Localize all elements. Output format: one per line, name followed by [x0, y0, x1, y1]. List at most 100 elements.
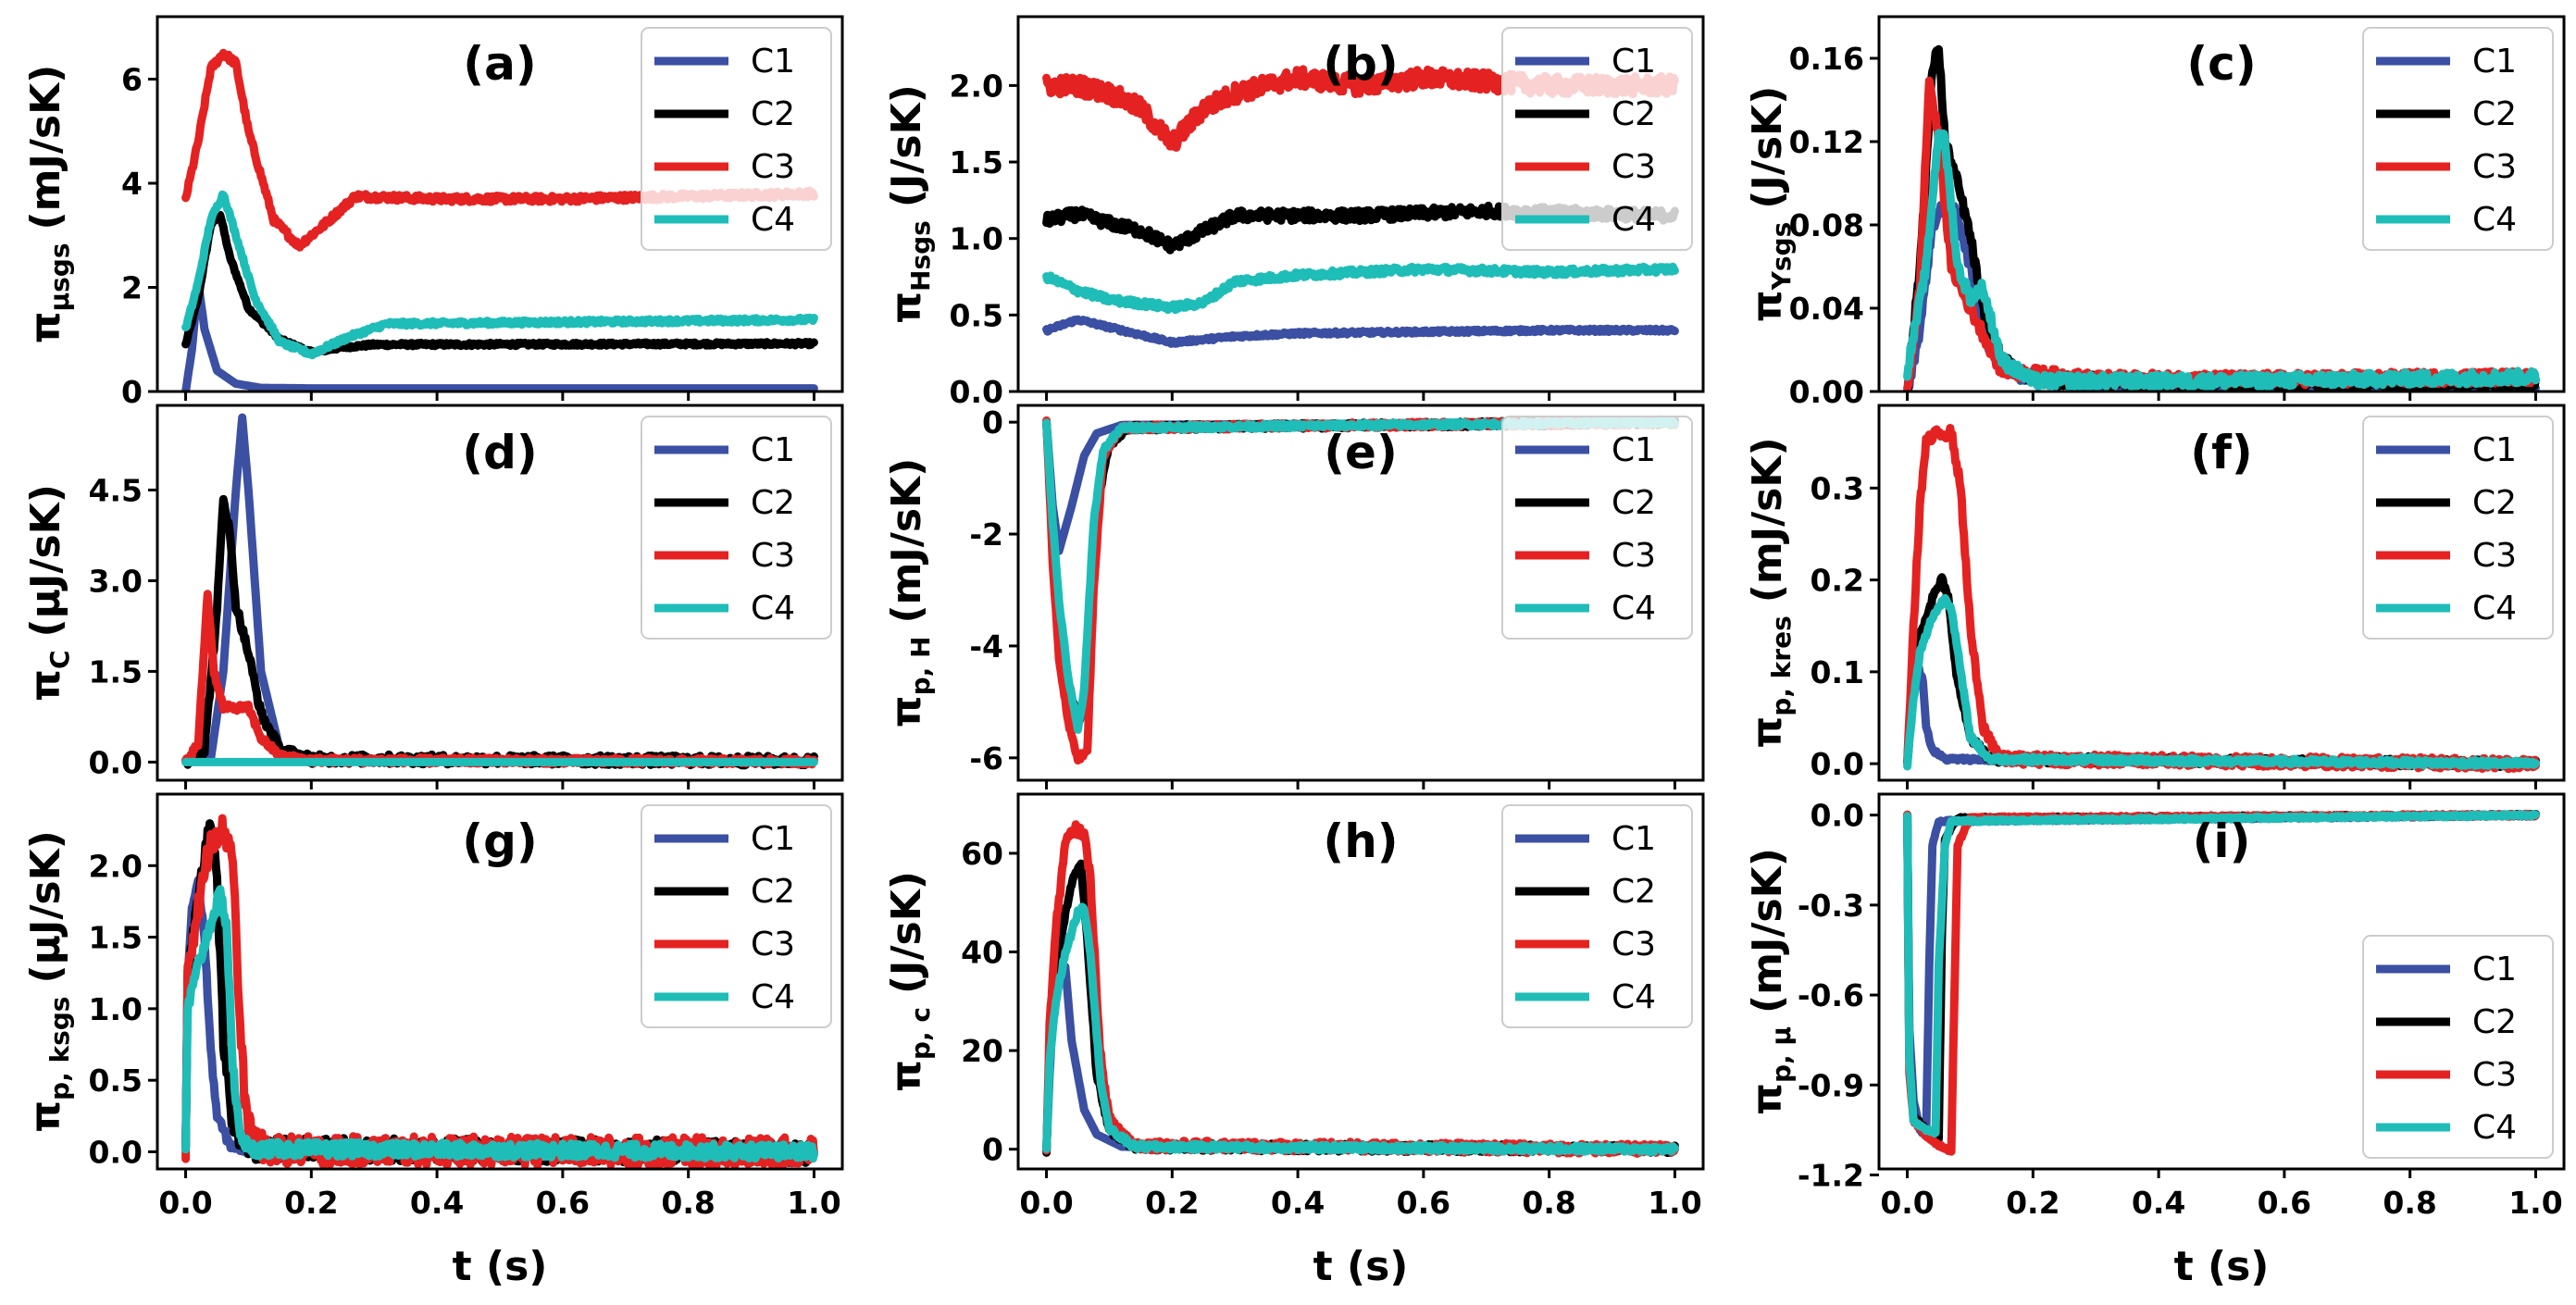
y-axis-label: πp, ksgs(μJ/sK): [22, 830, 75, 1133]
y-axis-label: πp, c(J/sK): [883, 871, 936, 1092]
legend-label-c1: C1: [2472, 43, 2517, 81]
panel-label: (g): [462, 814, 538, 868]
legend-box: [2362, 27, 2554, 251]
y-tick-label: 1.5: [89, 653, 143, 690]
y-axis-label: πHsgs(J/sK): [883, 84, 936, 324]
legend-label-c4: C4: [1612, 590, 1656, 628]
legend-label-c3: C3: [751, 148, 795, 186]
legend-label-c4: C4: [2472, 201, 2517, 239]
panel-e: -6 -4 -2 0 πp, H(mJ/sK) (e) C1 C2 C3 C4: [883, 404, 1705, 789]
x-axis-label: t (s): [2174, 1243, 2270, 1290]
y-tick-label: 20: [961, 1033, 1003, 1069]
y-tick-label: 0.00: [1789, 374, 1864, 410]
legend: C1 C2 C3 C4: [1501, 416, 1693, 640]
y-tick-label: 1.5: [950, 144, 1003, 180]
series-line-c4: [1042, 902, 1679, 1157]
panel-h: 0.0 0.2 0.4 0.6 0.8 1.0 0 20 40 60 t (s) πp, c(J/sK…: [883, 792, 1705, 1290]
legend-label-c2: C2: [2472, 95, 2517, 133]
legend-label-c1: C1: [751, 431, 795, 469]
legend-label-c3: C3: [751, 537, 795, 575]
legend-label-c2: C2: [751, 873, 795, 911]
legend-label-c4: C4: [751, 978, 795, 1016]
legend-label-c4: C4: [1612, 978, 1656, 1016]
legend-label-c4: C4: [1612, 201, 1656, 239]
x-tick-label: 0.6: [1397, 1185, 1450, 1221]
y-tick-label: 0.12: [1789, 124, 1864, 160]
series-group: [1903, 809, 2540, 1156]
legend-label-c4: C4: [2472, 1109, 2517, 1147]
legend-label-c1: C1: [1612, 43, 1656, 81]
x-tick-label: 1.0: [1648, 1185, 1701, 1221]
legend-label-c4: C4: [2472, 590, 2517, 628]
y-tick-label: 1.5: [89, 920, 143, 956]
y-axis-label: πμsgs(mJ/sK): [22, 65, 75, 344]
series-group: [181, 413, 818, 770]
panel-a: 0 2 4 6 πμsgs(mJ/sK) (a) C1 C2 C3 C4: [22, 15, 844, 410]
series-group: [1903, 44, 2540, 392]
panel-label: (d): [462, 426, 538, 479]
legend-label-c2: C2: [751, 484, 795, 522]
panel-label: (i): [2193, 814, 2251, 868]
series-line-c1: [1042, 315, 1679, 348]
y-tick-label: 0.3: [1811, 470, 1864, 506]
legend-box: [641, 416, 832, 640]
legend-label-c3: C3: [1612, 537, 1656, 575]
y-tick-label: 60: [961, 836, 1003, 872]
x-tick-label: 0.6: [2258, 1185, 2311, 1221]
legend-label-c3: C3: [2472, 537, 2517, 575]
panel-label: (h): [1323, 814, 1398, 868]
series-line-c4: [181, 190, 818, 360]
x-axis-label: t (s): [453, 1243, 548, 1290]
legend-label-c3: C3: [1612, 148, 1656, 186]
y-tick-label: 0.0: [950, 374, 1003, 410]
series-line-c1: [181, 278, 818, 392]
legend-box: [2362, 935, 2554, 1159]
x-tick-label: 1.0: [2508, 1185, 2562, 1221]
panel-g: 0.0 0.2 0.4 0.6 0.8 1.0 0.0 0.5 1.0 1.5 2.0 t (s) πp…: [22, 792, 844, 1290]
axes-frame: [156, 404, 844, 782]
y-tick-label: -0.9: [1798, 1067, 1864, 1103]
x-tick-label: 0.8: [2383, 1185, 2436, 1221]
y-tick-label: 0.04: [1789, 291, 1864, 327]
x-tick-label: 0.0: [1019, 1185, 1073, 1221]
y-tick-label: 0.08: [1789, 207, 1864, 243]
legend-box: [641, 27, 832, 251]
legend-box: [641, 804, 832, 1028]
y-tick-label: 0.16: [1789, 41, 1864, 77]
legend-label-c2: C2: [2472, 1003, 2517, 1041]
y-axis-label: πYsgs(J/sK): [1744, 86, 1797, 322]
legend-box: [1501, 416, 1693, 640]
series-line-c4: [181, 885, 818, 1163]
axes-frame: [1016, 404, 1705, 782]
series-line-c4: [1042, 262, 1679, 315]
x-tick-label: 0.6: [536, 1185, 590, 1221]
x-tick-label: 0.8: [661, 1185, 715, 1221]
legend-label-c1: C1: [2472, 951, 2517, 988]
legend-label-c4: C4: [751, 590, 795, 628]
y-tick-label: 0.5: [950, 297, 1003, 333]
series-group: [181, 814, 818, 1169]
y-tick-label: 3.0: [89, 563, 143, 599]
y-tick-label: -2: [969, 516, 1003, 553]
legend-label-c2: C2: [1612, 873, 1656, 911]
legend-label-c1: C1: [2472, 431, 2517, 469]
series-group: [1042, 820, 1679, 1158]
legend-label-c2: C2: [2472, 484, 2517, 522]
y-tick-label: 0.0: [89, 744, 143, 780]
x-tick-label: 0.4: [1271, 1185, 1325, 1221]
y-tick-label: 0: [982, 404, 1003, 441]
panel-label: (f): [2190, 426, 2252, 479]
legend: C1 C2 C3 C4: [2362, 416, 2554, 640]
panel-c: 0.00 0.04 0.08 0.12 0.16 πYsgs(J/sK) (c) C1 C2 C3…: [1744, 15, 2566, 410]
axes-frame: [1016, 15, 1705, 393]
x-tick-label: 0.2: [284, 1185, 338, 1221]
x-tick-label: 1.0: [787, 1185, 840, 1221]
x-tick-label: 0.0: [1880, 1185, 1934, 1221]
y-tick-label: 2.0: [89, 848, 143, 884]
y-tick-label: 0.0: [1811, 798, 1864, 834]
y-tick-label: 0.2: [1811, 563, 1864, 599]
y-axis-label: πp, μ(mJ/sK): [1744, 848, 1797, 1115]
y-tick-label: 2.0: [950, 68, 1003, 104]
legend-label-c3: C3: [2472, 148, 2517, 186]
